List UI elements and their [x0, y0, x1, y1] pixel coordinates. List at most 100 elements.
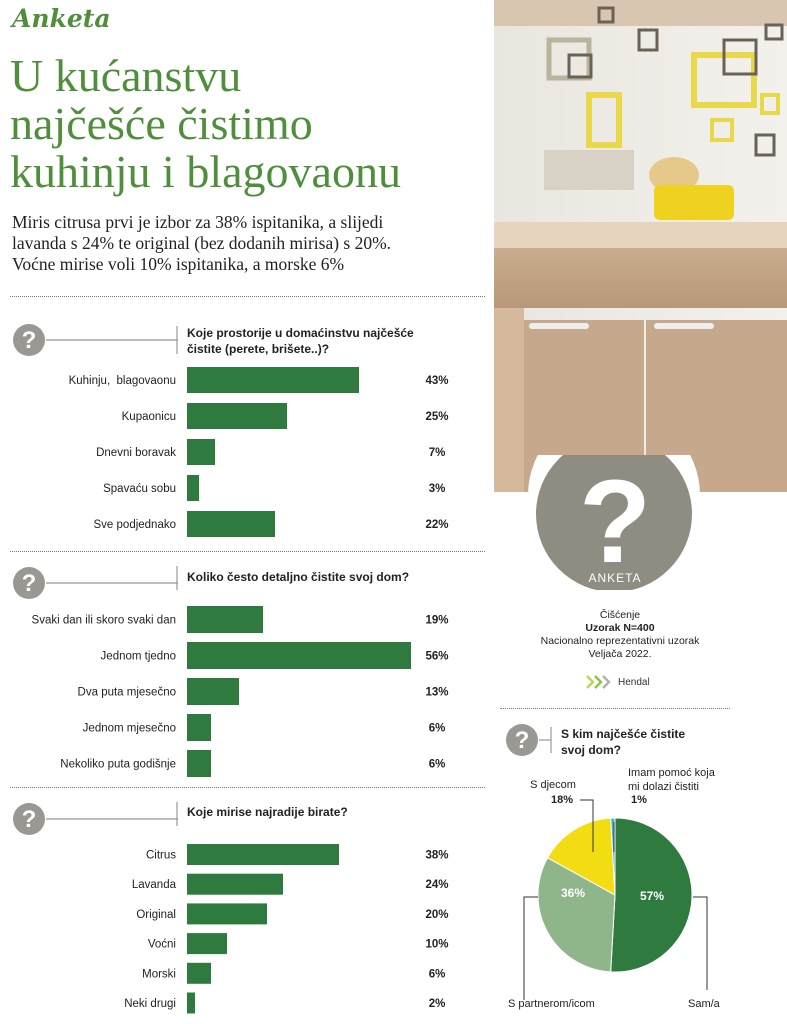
- q3-title-line: Koje mirise najradije birate?: [187, 805, 348, 819]
- category-label: Voćni: [148, 939, 176, 951]
- q4-title-line: svoj dom?: [561, 743, 622, 757]
- brand-name: Hendal: [618, 676, 650, 688]
- slice-value-label: 18%: [551, 794, 573, 806]
- question-mark-icon: ?: [13, 324, 45, 356]
- value-label: 7%: [429, 447, 446, 459]
- q2-title: Koliko često detaljno čistite svoj dom?: [187, 569, 409, 585]
- slice-name-label: S djecom: [530, 779, 576, 791]
- category-label: Jednom mjesečno: [83, 723, 176, 735]
- bar: [187, 367, 359, 393]
- survey-meta: Čišćenje Uzorak N=400 Nacionalno repreze…: [520, 609, 720, 661]
- pie-slice: [546, 817, 616, 896]
- divider: [10, 551, 485, 552]
- survey-sample: Uzorak N=400: [585, 622, 655, 634]
- category-label: Svaki dan ili skoro svaki dan: [32, 615, 176, 627]
- category-label: Sve podjednako: [94, 519, 176, 531]
- category-label: Original: [136, 909, 176, 921]
- q4-title-line: S kim najčešće čistite: [561, 727, 686, 741]
- value-label: 20%: [425, 909, 448, 921]
- question-connector: [46, 818, 178, 820]
- bar: [187, 903, 267, 925]
- value-label: 13%: [425, 687, 448, 699]
- value-label: 6%: [429, 968, 446, 980]
- bar: [187, 962, 211, 984]
- slice-value-label: 57%: [640, 889, 664, 903]
- headline: U kućanstvu najčešće čistimo kuhinju i b…: [10, 52, 490, 196]
- bar: [187, 992, 195, 1014]
- category-label: Citrus: [146, 850, 176, 862]
- category-label: Dva puta mjesečno: [78, 687, 176, 699]
- svg-text:?: ?: [515, 727, 530, 754]
- pie-slice: [610, 817, 693, 973]
- question-connector: [46, 339, 178, 341]
- bar: [187, 933, 227, 955]
- headline-line: U kućanstvu: [10, 50, 242, 101]
- value-label: 19%: [425, 615, 448, 627]
- bar: [187, 403, 287, 429]
- rooms-bar-chart: Kuhinju, blagovaonu 43% Kupaonicu 25% Dnevni…: [69, 367, 449, 537]
- svg-text:?: ?: [22, 327, 37, 354]
- bar: [187, 642, 411, 669]
- divider: [10, 787, 485, 788]
- bar: [187, 678, 239, 705]
- category-label: Neki drugi: [124, 998, 176, 1010]
- value-label: 2%: [429, 998, 446, 1010]
- bar: [187, 475, 199, 501]
- slice-value-label: 36%: [561, 886, 585, 900]
- q1-title: Koje prostorije u domaćinstvu najčešće č…: [187, 325, 414, 357]
- svg-text:?: ?: [22, 570, 37, 597]
- value-label: 6%: [429, 723, 446, 735]
- kitchen-photo: [494, 0, 787, 492]
- value-label: 25%: [425, 411, 448, 423]
- survey-date: Veljača 2022.: [588, 648, 652, 660]
- brand-chevron-icon: [586, 675, 611, 689]
- headline-line: kuhinju i blagovaonu: [10, 146, 401, 197]
- survey-topic: Čišćenje: [599, 609, 641, 621]
- slice-name-label: mi dolazi čistiti: [628, 781, 699, 793]
- intro-line: lavanda s 24% te original (bez dodanih m…: [12, 233, 392, 253]
- bar: [187, 511, 275, 537]
- divider: [500, 708, 730, 709]
- category-label: Morski: [142, 968, 176, 980]
- category-label: Dnevni boravak: [96, 447, 176, 459]
- value-label: 22%: [425, 519, 448, 531]
- q4-title: S kim najčešće čistite svoj dom?: [561, 726, 685, 758]
- divider: [10, 296, 485, 297]
- headline-line: najčešće čistimo: [10, 98, 313, 149]
- intro-text: Miris citrusa prvi je izbor za 38% ispit…: [12, 212, 487, 275]
- question-mark-icon: ?: [13, 803, 45, 835]
- value-label: 43%: [425, 375, 448, 387]
- q1-title-line: Koje prostorije u domaćinstvu najčešće: [187, 326, 414, 340]
- question-connector: [539, 739, 551, 741]
- bar: [187, 750, 211, 777]
- value-label: 10%: [425, 939, 448, 951]
- leader-line: [693, 896, 708, 990]
- kicker: Anketa: [12, 4, 111, 33]
- value-label: 38%: [425, 850, 448, 862]
- q2-title-line: Koliko često detaljno čistite svoj dom?: [187, 570, 410, 584]
- svg-text:?: ?: [22, 806, 37, 833]
- q3-title: Koje mirise najradije birate?: [187, 804, 348, 820]
- bar: [187, 439, 215, 465]
- value-label: 56%: [425, 651, 448, 663]
- bar: [187, 714, 211, 741]
- frequency-bar-chart: Svaki dan ili skoro svaki dan 19% Jednom t…: [32, 606, 449, 777]
- bar: [187, 873, 283, 895]
- leader-line: [523, 896, 538, 1000]
- question-connector: [176, 802, 178, 826]
- category-label: Lavanda: [132, 879, 177, 891]
- badge-label: ANKETA: [588, 571, 642, 585]
- intro-line: Voćne mirise voli 10% ispitanika, a mors…: [12, 254, 345, 274]
- category-label: Jednom tjedno: [101, 651, 176, 663]
- value-label: 24%: [425, 879, 448, 891]
- survey-sample-type: Nacionalno reprezentativni uzorak: [540, 635, 700, 647]
- slice-value-label: 1%: [631, 794, 647, 806]
- question-connector: [176, 566, 178, 590]
- survey-badge: [528, 409, 700, 592]
- svg-text:?: ?: [579, 462, 651, 572]
- question-connector: [176, 326, 178, 354]
- brand-logo: Hendal: [586, 674, 650, 690]
- category-label: Kuhinju, blagovaonu: [69, 375, 176, 387]
- category-label: Kupaonicu: [122, 411, 176, 423]
- bar: [187, 606, 263, 633]
